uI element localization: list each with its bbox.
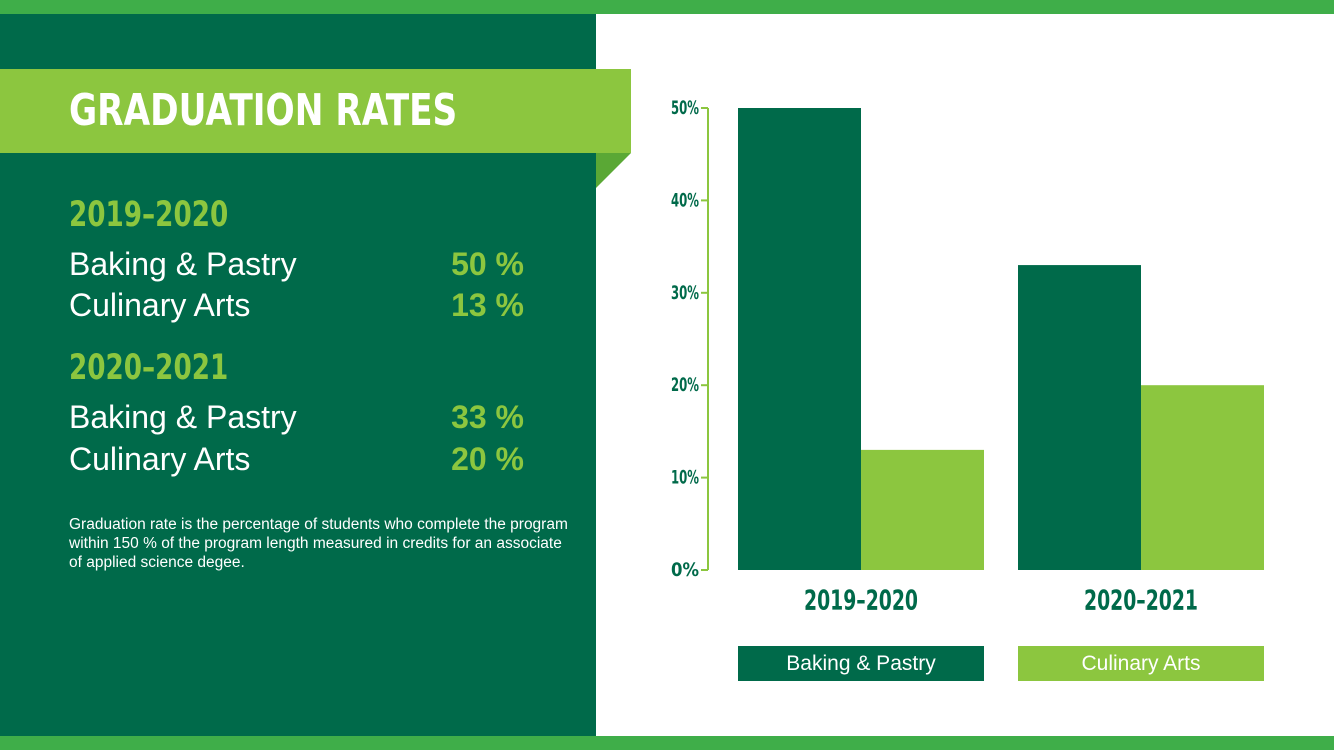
top-stripe <box>0 0 1334 14</box>
rate-value: 20 % <box>451 441 524 477</box>
rate-value: 13 % <box>451 287 524 323</box>
y-tick-label: 50% <box>671 97 699 119</box>
bar <box>738 108 861 570</box>
y-tick-label: 40% <box>671 189 699 211</box>
bar-chart: 0% 10% 20% 30% 40% 50% 2019–2020 2020–2021 <box>671 97 1264 617</box>
y-tick-label: 30% <box>671 282 699 304</box>
bottom-stripe <box>0 736 1334 750</box>
y-tick-label: 0% <box>671 559 699 581</box>
bar <box>1141 385 1264 570</box>
rate-label: Baking & Pastry <box>69 246 297 282</box>
period-year: 2020–2021 <box>69 348 229 388</box>
period-year: 2019–2020 <box>69 195 229 235</box>
rate-label: Culinary Arts <box>69 287 251 323</box>
legend-item-baking-pastry: Baking & Pastry <box>738 646 984 681</box>
page-title: GRADUATION RATES <box>69 85 458 136</box>
x-category-label: 2019–2020 <box>804 584 918 617</box>
bar <box>861 449 984 570</box>
rate-label: Culinary Arts <box>69 441 251 477</box>
rate-label: Baking & Pastry <box>69 399 297 435</box>
bar <box>1018 265 1141 570</box>
x-category-label: 2020–2021 <box>1084 584 1198 617</box>
definition-note: Graduation rate is the percentage of stu… <box>69 516 568 571</box>
rate-value: 33 % <box>451 399 524 435</box>
banner-fold <box>596 153 631 188</box>
title-banner <box>0 69 631 153</box>
y-tick-label: 20% <box>671 374 699 396</box>
y-tick-label: 10% <box>671 467 699 489</box>
rate-value: 50 % <box>451 246 524 282</box>
legend-item-culinary-arts: Culinary Arts <box>1018 646 1264 681</box>
